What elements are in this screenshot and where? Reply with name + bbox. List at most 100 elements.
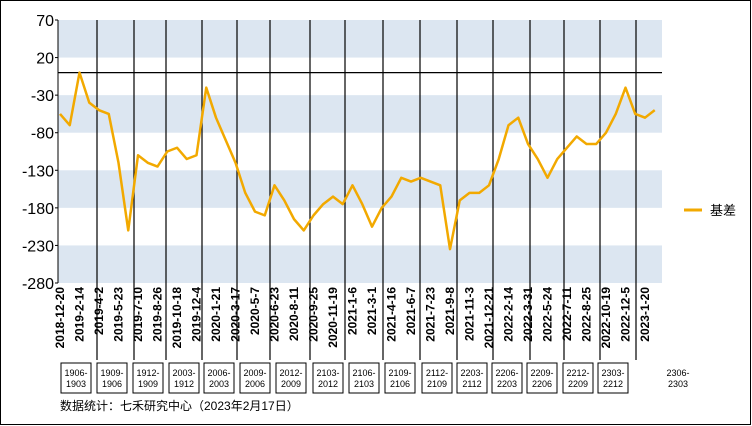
contract-part: 2009- [243, 368, 266, 378]
contract-part: 1909- [100, 368, 123, 378]
x-tick-label: 2020-3-17 [229, 287, 243, 342]
contract-box [491, 362, 523, 394]
contract-box [456, 362, 488, 394]
contract-part: 2209 [568, 379, 588, 389]
contract-box [168, 362, 200, 394]
contract-part: 2103- [316, 368, 339, 378]
contract-label: 2209-2206 [530, 368, 553, 389]
contract-box [384, 362, 416, 394]
x-tick-label: 2019-12-4 [190, 287, 204, 342]
contract-part: 2106- [352, 368, 375, 378]
x-tick-label: 2020-8-11 [287, 287, 301, 341]
x-tick-label: 2022-3-31 [521, 287, 535, 342]
contract-label: 2012-2009 [279, 368, 302, 389]
x-tick-label: 2020-5-7 [248, 287, 262, 335]
contract-part: 2303- [601, 368, 624, 378]
contract-part: 2009 [281, 379, 301, 389]
y-tick-label: -280 [22, 276, 54, 293]
y-tick-label: -180 [22, 201, 54, 218]
x-tick-label: 2022-12-5 [619, 287, 633, 342]
contract-part: 2003- [172, 368, 195, 378]
x-tick-label: 2020-6-23 [268, 287, 282, 342]
y-tick-label: 70 [36, 13, 54, 30]
contract-part: 2212- [566, 368, 589, 378]
contract-part: 1912 [174, 379, 194, 389]
x-tick-label: 2021-12-21 [482, 287, 496, 349]
note: 数据统计：七禾研究中心（2023年2月17日） [60, 398, 299, 413]
series-line [59, 71, 656, 251]
contract-label: 2106-2103 [352, 368, 375, 389]
x-tick-label: 2020-11-19 [326, 287, 340, 348]
x-tick-label: 2021-1-6 [346, 287, 360, 335]
contract-label: 2009-2006 [243, 368, 266, 389]
x-tick-label: 2022-10-19 [599, 287, 613, 349]
contract-label: 2212-2209 [566, 368, 589, 389]
contract-box [597, 362, 629, 394]
contract-box [662, 362, 694, 394]
contract-box [421, 362, 453, 394]
x-tick-label: 2022-5-24 [541, 287, 555, 342]
x-tick-label: 2019-8-26 [151, 287, 165, 342]
band [58, 95, 662, 133]
y-tick-label: -130 [22, 163, 54, 180]
contract-label: 1909-1906 [100, 368, 123, 389]
x-tick-label: 2021-9-8 [443, 287, 457, 335]
y-tick-label: -30 [31, 88, 54, 105]
x-tick-label: 2019-5-23 [112, 287, 126, 342]
y-tick-label: -230 [22, 238, 54, 255]
x-tick-label: 2022-2-14 [502, 287, 516, 342]
x-tick-label: 2021-3-1 [365, 287, 379, 335]
contract-label: 2006-2003 [207, 368, 230, 389]
contract-label: 2112-2109 [426, 368, 448, 389]
x-tick-label: 2019-10-18 [170, 287, 184, 349]
contract-label: 2206-2203 [495, 368, 518, 389]
contract-part: 1906 [102, 379, 122, 389]
contract-label: 2306-2303 [666, 368, 689, 389]
contract-box [526, 362, 558, 394]
band [58, 245, 662, 283]
legend-label: 基差 [710, 203, 736, 218]
band [58, 20, 662, 58]
contract-label: 2109-2106 [388, 368, 411, 389]
contract-label: 1906-1903 [64, 368, 87, 389]
contract-box [348, 362, 380, 394]
contract-part: 2103 [354, 379, 374, 389]
contract-part: 2303 [668, 379, 688, 389]
contract-part: 2003 [209, 379, 229, 389]
contract-part: 2106 [390, 379, 410, 389]
contract-part: 2203 [497, 379, 517, 389]
contract-part: 2006- [207, 368, 230, 378]
contract-label: 2203-2112 [460, 368, 483, 389]
contract-box [60, 362, 92, 394]
x-tick-label: 2022-8-25 [580, 287, 594, 342]
x-tick-label: 2020-1-21 [209, 287, 223, 342]
y-tick-label: 20 [36, 51, 54, 68]
contract-part: 2006 [245, 379, 265, 389]
contract-part: 2212 [603, 379, 623, 389]
x-tick-label: 2019-2-14 [73, 287, 87, 342]
contract-box [203, 362, 235, 394]
contract-part: 2109 [427, 379, 447, 389]
contract-box [275, 362, 307, 394]
contract-box [562, 362, 594, 394]
x-tick-label: 2021-11-3 [463, 287, 477, 341]
contract-box [239, 362, 271, 394]
contract-part: 1906- [64, 368, 87, 378]
x-tick-label: 2021-4-16 [385, 287, 399, 342]
contract-part: 2206- [495, 368, 518, 378]
x-tick-label: 2022-7-11 [560, 287, 574, 341]
contract-box [312, 362, 344, 394]
contract-label: 2303-2212 [601, 368, 624, 389]
x-tick-label: 2021-6-7 [404, 287, 418, 335]
contract-part: 2206 [532, 379, 552, 389]
x-tick-label: 2019-7-10 [131, 287, 145, 342]
contract-label: 2003-1912 [172, 368, 195, 389]
contract-part: 2112- [426, 368, 448, 378]
x-tick-label: 2020-9-25 [307, 287, 321, 342]
contract-part: 1909 [138, 379, 158, 389]
contract-box [96, 362, 128, 394]
contract-part: 2109- [388, 368, 411, 378]
contract-part: 1903 [66, 379, 86, 389]
